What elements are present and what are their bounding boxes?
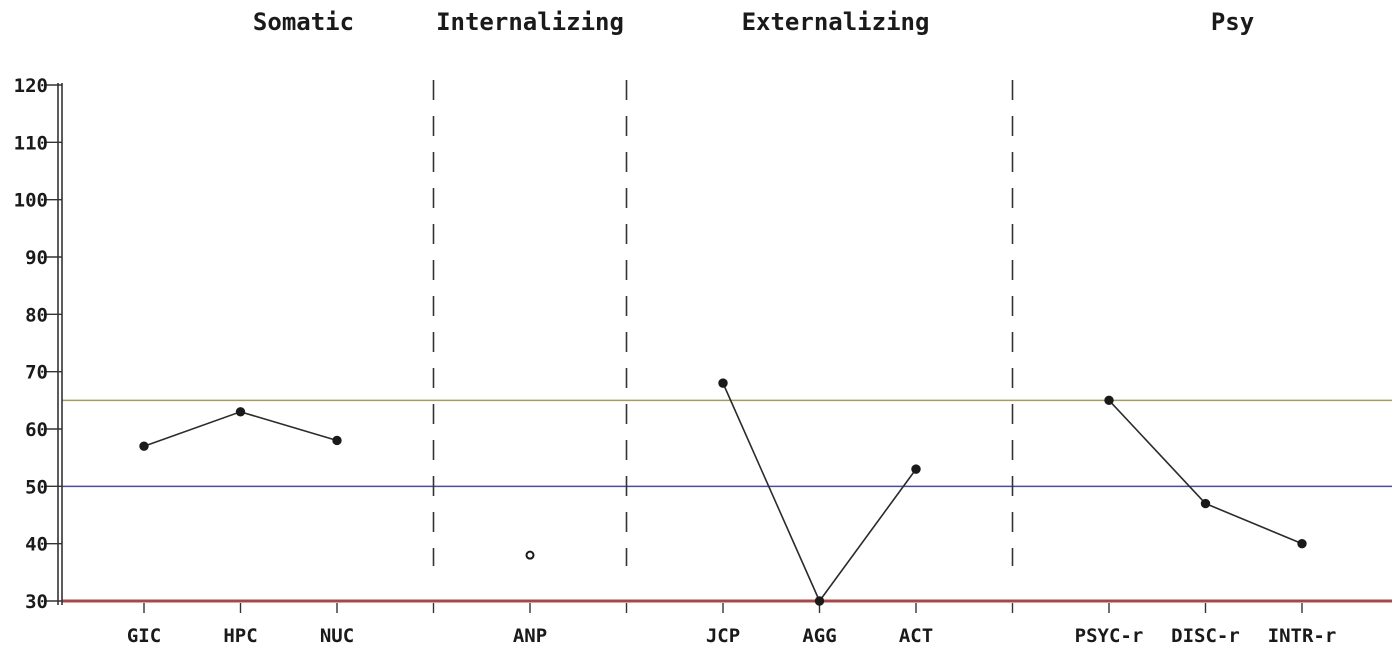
plot-series bbox=[139, 378, 1307, 606]
x-category-label: HPC bbox=[223, 625, 257, 647]
x-category-label: NUC bbox=[320, 625, 354, 647]
x-category-label: INTR-r bbox=[1268, 625, 1337, 647]
data-point bbox=[911, 464, 921, 474]
group-title: Somatic bbox=[253, 8, 354, 36]
y-tick-label: 70 bbox=[25, 362, 48, 384]
series-line-3 bbox=[1108, 399, 1303, 545]
x-category-label: JCP bbox=[706, 625, 740, 647]
data-point bbox=[814, 596, 825, 606]
data-point bbox=[1297, 538, 1307, 549]
group-title: Internalizing bbox=[436, 8, 624, 36]
y-axis: 30 40 50 60 70 80 90 100 110 120 bbox=[14, 75, 1303, 613]
data-point bbox=[1104, 395, 1114, 406]
y-tick-label: 40 bbox=[25, 534, 48, 556]
data-point bbox=[235, 407, 246, 417]
data-point bbox=[1200, 498, 1211, 509]
data-point bbox=[332, 435, 342, 446]
x-category-label: GIC bbox=[127, 625, 161, 647]
y-tick-label: 100 bbox=[14, 190, 48, 212]
y-tick-label: 60 bbox=[25, 419, 48, 441]
y-tick-label: 90 bbox=[25, 247, 48, 269]
group-dividers bbox=[432, 80, 1014, 566]
data-point bbox=[718, 378, 728, 388]
x-category-label: ACT bbox=[899, 625, 933, 647]
series-line-0 bbox=[143, 410, 338, 447]
y-tick-label: 50 bbox=[25, 476, 48, 498]
data-point bbox=[525, 550, 535, 560]
y-tick-label: 120 bbox=[14, 75, 48, 97]
group-title: Externalizing bbox=[742, 8, 930, 36]
x-axis-labels: GIC HPC NUC ANP JCP AGG ACT PSYC-r DISC-r INTR-r bbox=[127, 625, 1336, 647]
y-tick-label: 80 bbox=[25, 304, 48, 326]
group-title: Psy bbox=[1211, 8, 1254, 36]
series-line-2 bbox=[722, 382, 917, 603]
x-category-label: AGG bbox=[802, 625, 836, 647]
y-tick-label: 110 bbox=[14, 132, 48, 154]
group-titles: Somatic Internalizing Externalizing Psy bbox=[253, 8, 1254, 36]
y-tick-label: 30 bbox=[25, 591, 48, 613]
x-category-label: DISC-r bbox=[1171, 625, 1240, 647]
x-category-label: ANP bbox=[513, 625, 547, 647]
x-category-label: PSYC-r bbox=[1075, 625, 1144, 647]
reference-lines bbox=[62, 399, 1392, 603]
data-point bbox=[139, 441, 149, 451]
